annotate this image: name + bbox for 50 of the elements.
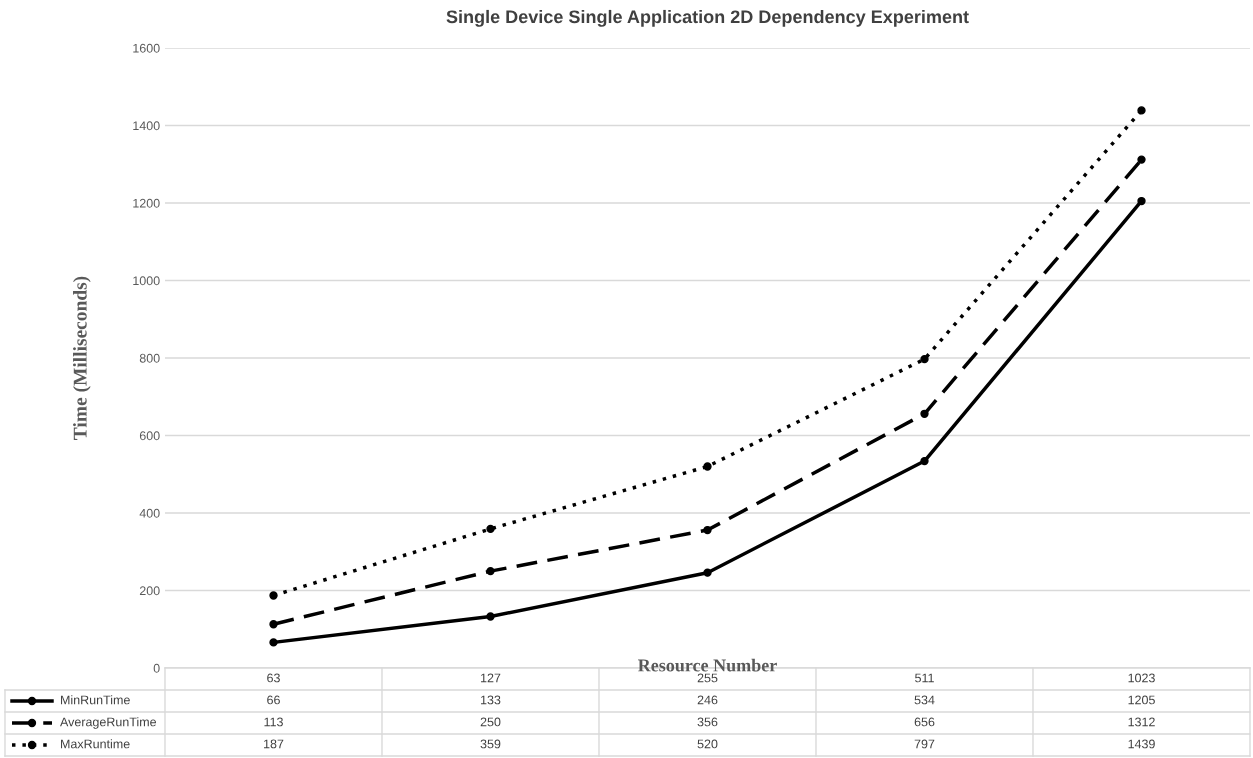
x-tick-label: 63 — [267, 673, 280, 683]
point — [703, 568, 712, 577]
point — [269, 591, 278, 600]
data-label: 656 — [914, 717, 935, 727]
data-label: 359 — [480, 739, 501, 749]
data-label: 250 — [480, 717, 501, 727]
x-tick-label: 127 — [481, 673, 501, 683]
data-label: 66 — [267, 695, 280, 705]
point — [703, 525, 712, 535]
data-label: 133 — [481, 695, 501, 705]
y-tick-label: 1600 — [133, 43, 160, 53]
data-label: 356 — [697, 717, 718, 727]
point — [1137, 196, 1146, 206]
x-tick-label: 511 — [915, 673, 934, 683]
point — [1137, 155, 1146, 164]
point — [486, 612, 495, 621]
legend-label: MaxRuntime — [61, 739, 130, 749]
point — [703, 462, 712, 471]
legend-label: AverageRunTime — [60, 717, 157, 729]
y-tick-label: 1400 — [133, 121, 160, 131]
y-tick-label: 1000 — [133, 276, 160, 286]
data-label: 797 — [914, 739, 935, 749]
point — [486, 566, 495, 576]
y-tick-label: 800 — [139, 353, 160, 363]
x-axis-title: Resource Number — [638, 658, 777, 672]
point — [920, 456, 929, 466]
data-label: 1205 — [1128, 695, 1155, 705]
y-tick-label: 1200 — [133, 198, 160, 208]
point — [920, 409, 929, 418]
data-label: 187 — [264, 739, 284, 749]
point — [486, 524, 495, 534]
y-tick-label: 400 — [139, 508, 160, 518]
point — [1137, 106, 1146, 115]
data-label: 113 — [264, 717, 283, 727]
data-label: 246 — [697, 695, 718, 705]
x-tick-label: 255 — [697, 673, 718, 683]
data-label: 534 — [914, 695, 935, 705]
legend-label: MinRunTime — [61, 695, 130, 705]
y-tick-label: 200 — [139, 586, 160, 596]
chart-title: Single Device Single Application 2D Dependency Experiment — [446, 9, 969, 27]
point — [920, 354, 929, 364]
y-tick-label: 600 — [139, 431, 160, 441]
data-label: 1439 — [1128, 739, 1155, 749]
data-label: 1312 — [1128, 717, 1155, 727]
data-label: 520 — [697, 739, 718, 749]
x-tick-label: 1023 — [1128, 673, 1155, 683]
point — [269, 620, 278, 629]
y-axis-title: Time (Milliseconds) — [73, 276, 91, 440]
y-tick-label: 0 — [153, 663, 160, 673]
point — [269, 638, 278, 647]
